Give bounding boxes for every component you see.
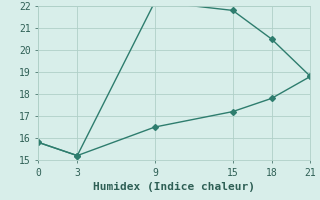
X-axis label: Humidex (Indice chaleur): Humidex (Indice chaleur) [93, 182, 255, 192]
